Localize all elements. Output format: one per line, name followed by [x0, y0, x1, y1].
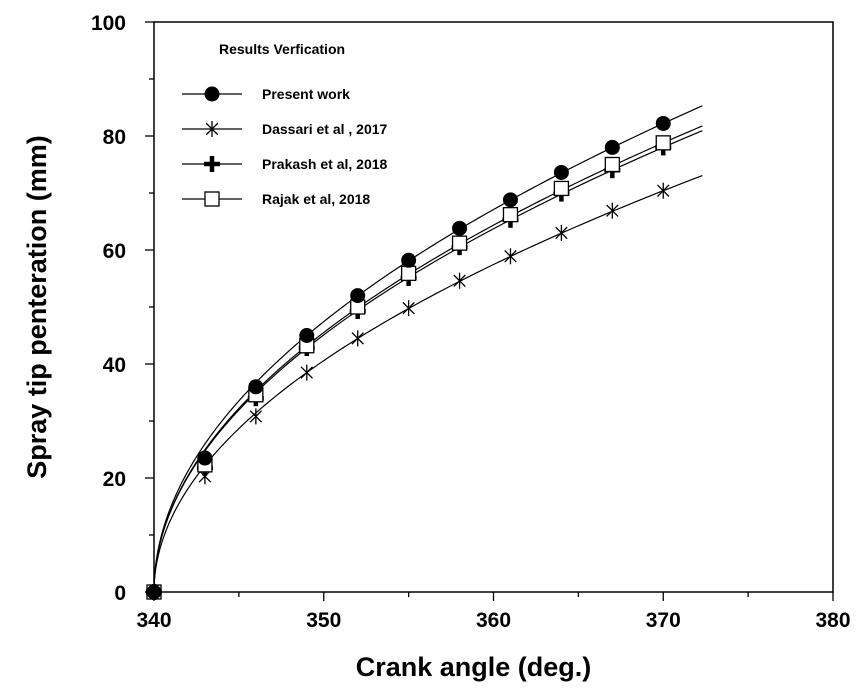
marker-stroke: [453, 274, 466, 287]
marker-shape: [502, 192, 518, 208]
axes-layer: 340 350 360 370 380 0 20 40 60 80 100: [91, 12, 851, 632]
data-point: [604, 139, 620, 155]
data-point: [452, 220, 468, 236]
data-point: [197, 450, 213, 466]
data-point: [248, 379, 264, 395]
legend-label: Dassari et al , 2017: [262, 121, 388, 137]
data-point: [553, 164, 569, 180]
y-tick-label: 80: [103, 126, 126, 149]
fit-line: [153, 175, 703, 593]
markers-layer: [146, 115, 672, 600]
marker-shape: [604, 139, 620, 155]
data-point: [300, 364, 313, 381]
data-point: [657, 182, 670, 199]
marker-shape: [655, 135, 671, 151]
fit-lines-layer: [153, 105, 703, 593]
marker-shape: [204, 86, 220, 102]
marker-shape: [452, 220, 468, 236]
fit-line: [153, 125, 703, 593]
legend-label: Rajak et al, 2018: [262, 191, 370, 207]
y-tick-label: 20: [103, 468, 126, 491]
y-tick-label: 60: [103, 240, 126, 263]
data-point: [606, 202, 619, 219]
data-point: [655, 135, 671, 151]
data-point: [400, 265, 417, 282]
plot-frame: [153, 21, 834, 593]
marker-shape: [604, 156, 620, 173]
marker-shape: [401, 252, 417, 268]
data-point: [504, 248, 517, 265]
data-point: [299, 328, 315, 343]
x-axis-title: Crank angle (deg.): [356, 652, 592, 682]
data-point: [553, 180, 570, 197]
y-tick-label: 40: [103, 354, 126, 377]
fit-line: [153, 105, 703, 593]
data-point: [655, 115, 671, 131]
data-point: [249, 408, 263, 425]
legend-marker: [205, 121, 219, 137]
data-point: [555, 224, 568, 241]
data-point: [604, 156, 620, 173]
legend: Results Verfication Present work Dassari …: [182, 41, 388, 207]
x-tick-label: 340: [136, 609, 171, 632]
marker-shape: [299, 328, 315, 343]
data-point: [451, 235, 468, 251]
marker-stroke: [205, 122, 219, 136]
data-point: [502, 192, 518, 208]
data-point: [502, 207, 519, 223]
marker-shape: [451, 235, 468, 251]
y-tick-label: 0: [114, 582, 126, 605]
marker-stroke: [351, 332, 364, 345]
legend-marker: [204, 191, 220, 207]
data-point: [350, 288, 366, 304]
data-point: [146, 584, 162, 600]
legend-title: Results Verfication: [219, 41, 345, 57]
x-tick-label: 360: [476, 609, 511, 632]
marker-stroke: [504, 250, 517, 263]
y-axis-title: Spray tip penteration (mm): [22, 135, 52, 479]
marker-shape: [350, 288, 366, 304]
legend-marker: [204, 156, 220, 172]
marker-stroke: [606, 204, 619, 217]
data-point: [401, 252, 417, 268]
x-tick-label: 350: [306, 609, 341, 632]
marker-stroke: [657, 184, 670, 197]
marker-shape: [655, 115, 671, 131]
legend-label: Prakash et al, 2018: [262, 156, 388, 172]
data-point: [402, 300, 415, 317]
data-point: [453, 272, 466, 289]
marker-shape: [197, 450, 213, 466]
fit-line: [153, 130, 703, 593]
legend-label: Present work: [262, 86, 350, 102]
legend-marker: [204, 86, 220, 102]
marker-shape: [400, 265, 417, 282]
marker-shape: [204, 191, 220, 207]
marker-shape: [248, 379, 264, 395]
marker-shape: [553, 180, 570, 197]
marker-stroke: [402, 301, 415, 315]
x-tick-label: 370: [646, 609, 681, 632]
marker-shape: [146, 584, 162, 600]
data-point: [351, 330, 364, 347]
marker-shape: [502, 207, 519, 223]
marker-stroke: [249, 410, 263, 423]
marker-stroke: [555, 226, 568, 240]
x-tick-label: 380: [815, 609, 850, 632]
marker-shape: [553, 164, 569, 180]
marker-stroke: [300, 366, 313, 379]
y-tick-label: 100: [91, 12, 126, 35]
